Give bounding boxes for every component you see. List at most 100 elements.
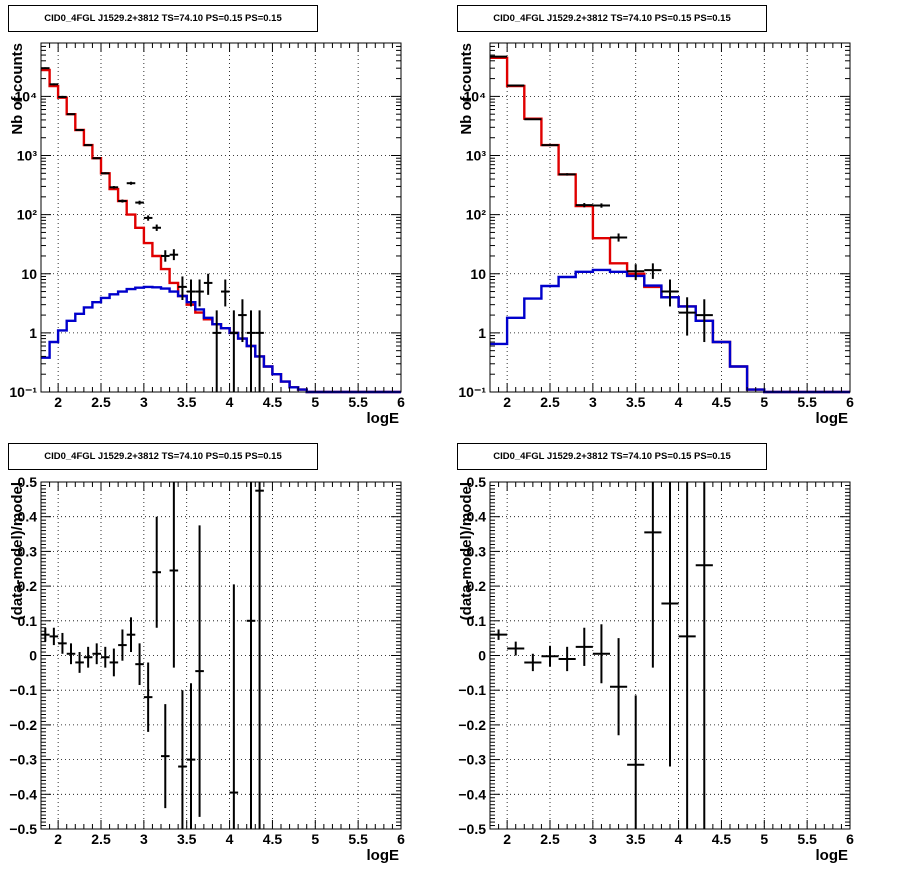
x-tick-label: 5.5	[797, 831, 817, 847]
x-tick-label: 6	[846, 831, 854, 847]
y-tick-label: 0.3	[467, 543, 487, 559]
x-tick-label: 3.5	[177, 394, 197, 410]
y-tick-label: 0	[29, 648, 37, 664]
y-tick-label: −0.2	[9, 717, 37, 733]
x-tick-label: 4.5	[712, 394, 732, 410]
y-tick-label: −0.1	[458, 682, 486, 698]
y-tick-label: −0.1	[9, 682, 37, 698]
y-tick-label: −0.3	[458, 752, 486, 768]
y-tick-label: 0.5	[467, 474, 487, 490]
x-axis-label: logE	[367, 847, 400, 864]
x-tick-label: 2.5	[540, 831, 560, 847]
data-point	[229, 584, 239, 829]
data-point	[212, 310, 221, 392]
pad-bottom-right: 2 2.5 3 3.5 4 4.5 5 5.5 6 −0.5 −0.4 −0.3 −0.2 −0.1 0 0.…	[449, 437, 898, 875]
x-tick-label: 4	[226, 831, 234, 847]
data-point	[49, 83, 59, 86]
data-point	[161, 250, 170, 262]
x-tick-label: 3	[140, 831, 148, 847]
data-point	[541, 144, 559, 147]
data-point	[661, 482, 679, 767]
y-axis-label: (data-model)/model	[458, 482, 475, 620]
y-axis-label: Nb of counts	[9, 43, 26, 135]
data-point	[152, 516, 161, 628]
data-point	[592, 203, 610, 208]
pad-bottom-left: 2 2.5 3 3.5 4 4.5 5 5.5 6 −0.5 −0.4 −0.3 −0.2 −0.1 0 0.…	[0, 437, 449, 875]
data-point	[83, 646, 93, 668]
x-tick-label: 3.5	[626, 394, 646, 410]
data-point	[610, 233, 628, 242]
y-tick-label: 0.2	[18, 578, 38, 594]
y-tick-label: 10⁻¹	[458, 384, 486, 400]
data-point	[109, 186, 119, 189]
x-tick-label: 4	[675, 831, 683, 847]
data-point	[143, 662, 153, 732]
data-point	[118, 199, 127, 203]
chart-top-right: 2 2.5 3 3.5 4 4.5 5 5.5 6 10⁻¹ 1 10 10² 10³ 10⁴ logE Nb …	[458, 42, 854, 427]
data-point	[135, 200, 144, 205]
data-point	[195, 279, 204, 307]
data-point	[186, 279, 196, 307]
y-tick-label: 0.4	[18, 509, 38, 525]
x-tick-label: 2	[54, 394, 62, 410]
data-point	[229, 310, 239, 392]
chart-bottom-left: 2 2.5 3 3.5 4 4.5 5 5.5 6 −0.5 −0.4 −0.3 −0.2 −0.1 0 0.…	[9, 474, 405, 864]
data-point	[66, 113, 76, 116]
data-point	[58, 95, 67, 98]
data-point	[695, 482, 713, 829]
x-tick-label: 3.5	[626, 831, 646, 847]
data-point	[152, 224, 161, 231]
x-tick-label: 4.5	[712, 831, 732, 847]
histogram-series-1	[41, 285, 401, 394]
chart-bottom-right: 2 2.5 3 3.5 4 4.5 5 5.5 6 −0.5 −0.4 −0.3 −0.2 −0.1 0 0.…	[458, 474, 854, 864]
x-tick-label: 3.5	[177, 831, 197, 847]
x-tick-label: 5.5	[348, 394, 368, 410]
data-point	[195, 525, 204, 817]
x-tick-label: 4.5	[263, 831, 283, 847]
x-axis-label: logE	[367, 410, 400, 427]
y-tick-label: 0.1	[467, 613, 487, 629]
data-point	[49, 627, 59, 646]
data-point	[627, 264, 645, 281]
data-point	[75, 652, 84, 673]
y-tick-label: 0.4	[467, 509, 487, 525]
data-point	[524, 118, 542, 121]
x-tick-label: 2	[503, 394, 511, 410]
chart-top-left: 2 2.5 3 3.5 4 4.5 5 5.5 6 10⁻¹ 1 10 10² 10³ 10⁴ logE Nb …	[9, 42, 405, 427]
data-point	[507, 641, 525, 656]
x-tick-label: 5.5	[797, 394, 817, 410]
histogram-series-1	[490, 268, 850, 394]
data-point	[246, 310, 256, 392]
data-point	[92, 157, 101, 160]
data-point	[644, 482, 662, 668]
data-point	[126, 181, 136, 185]
data-point	[126, 617, 136, 653]
y-tick-label: 10³	[17, 148, 38, 164]
data-point	[592, 624, 610, 684]
data-point	[75, 129, 84, 132]
data-point	[109, 648, 119, 677]
chart-title: CID0_4FGL J1529.2+3812 TS=74.10 PS=0.15 …	[8, 443, 318, 470]
y-tick-label: 0.1	[18, 613, 38, 629]
y-tick-label: 1	[478, 325, 486, 341]
x-tick-label: 3	[589, 831, 597, 847]
data-point	[507, 84, 525, 87]
x-tick-label: 6	[397, 831, 405, 847]
data-point	[575, 203, 593, 208]
data-point	[246, 482, 256, 829]
data-point	[178, 690, 187, 829]
y-tick-label: 10²	[17, 207, 38, 223]
y-tick-label: 10	[470, 266, 486, 282]
y-tick-label: −0.3	[9, 752, 37, 768]
data-point	[118, 629, 127, 661]
y-tick-label: 0.3	[18, 543, 38, 559]
x-tick-label: 5	[760, 394, 768, 410]
x-tick-label: 5	[311, 831, 319, 847]
data-point	[203, 273, 213, 295]
data-point	[186, 683, 196, 829]
data-point	[169, 482, 179, 668]
chart-title: CID0_4FGL J1529.2+3812 TS=74.10 PS=0.15 …	[8, 5, 318, 32]
data-point	[490, 55, 508, 58]
data-point	[169, 249, 179, 261]
data-point	[575, 627, 593, 666]
